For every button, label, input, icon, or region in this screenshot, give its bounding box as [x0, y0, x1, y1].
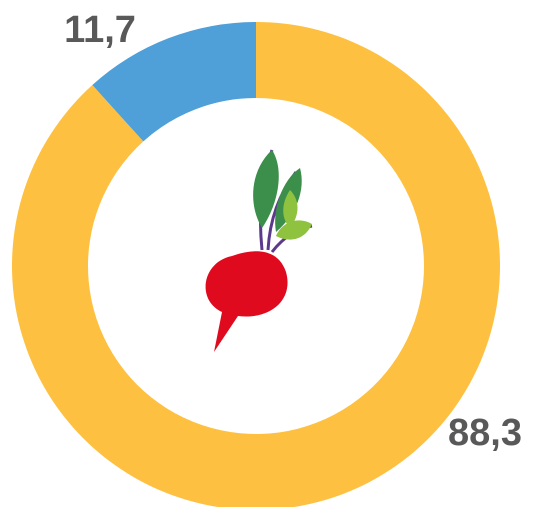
slice: [92, 22, 256, 142]
data-label: 11,7: [64, 9, 136, 51]
slices: [12, 22, 500, 507]
data-label: 88,3: [448, 412, 522, 454]
beet-icon: [205, 149, 313, 352]
slice: [12, 22, 500, 507]
